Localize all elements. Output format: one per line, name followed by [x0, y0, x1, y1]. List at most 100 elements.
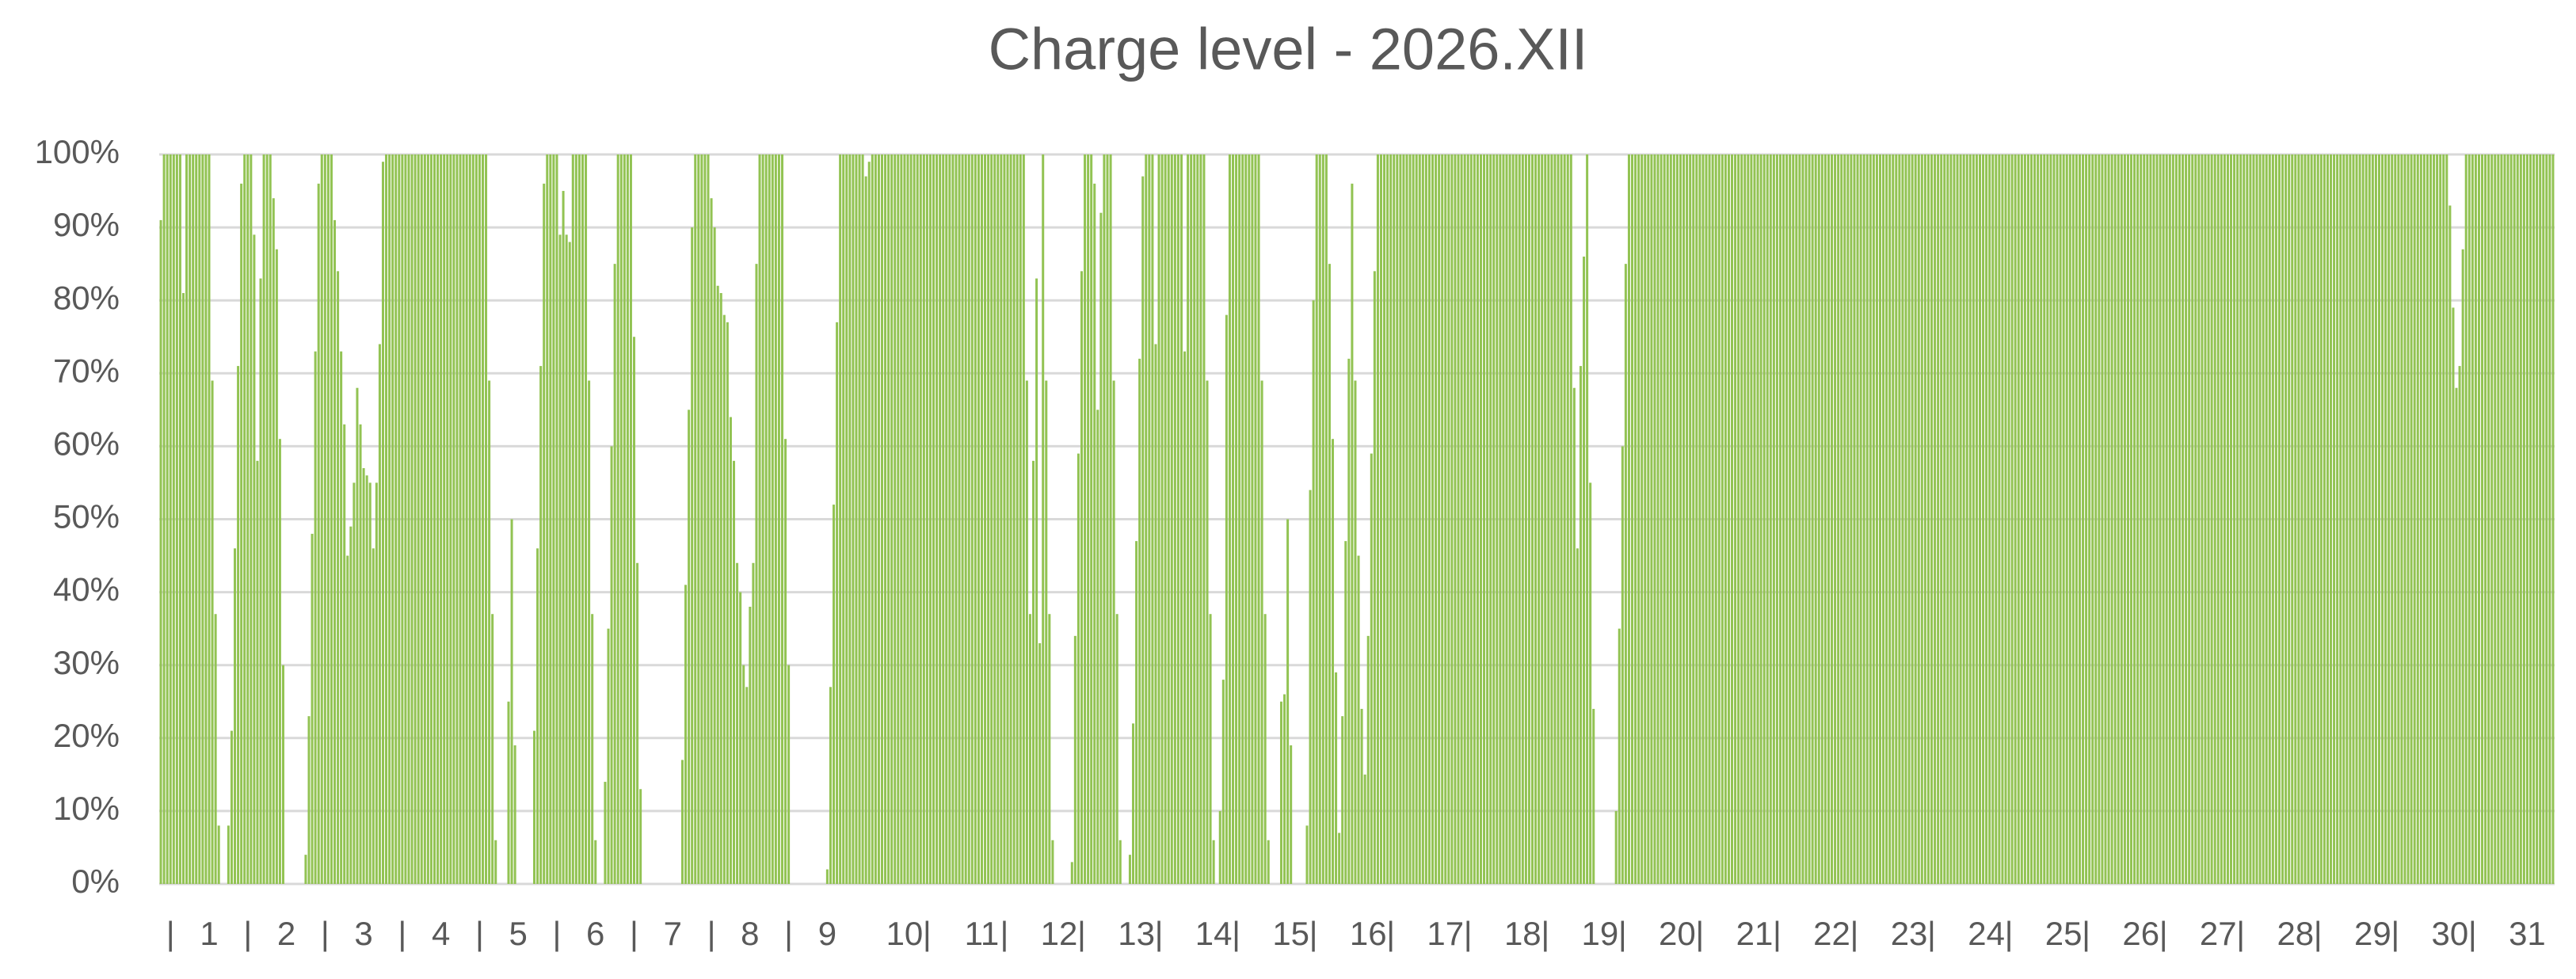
bar [2355, 154, 2358, 884]
bar [1740, 154, 1743, 884]
x-tick-label: | [707, 915, 716, 952]
bar [1589, 482, 1592, 884]
bar [2358, 154, 2361, 884]
bar [513, 745, 516, 884]
bar [1692, 154, 1695, 884]
bar [1717, 154, 1721, 884]
bar [993, 154, 996, 884]
x-tick-label: 2 [277, 915, 295, 952]
bar [887, 154, 890, 884]
bar [855, 154, 858, 884]
bar [1811, 154, 1814, 884]
bar [2152, 154, 2155, 884]
bar [1118, 840, 1122, 884]
bar [2304, 154, 2307, 884]
bar [987, 154, 990, 884]
bar [2313, 154, 2316, 884]
bar [2429, 154, 2433, 884]
bar [1321, 154, 1324, 884]
x-tick-label: | [2159, 915, 2168, 952]
bar [1727, 154, 1730, 884]
bar [1640, 154, 1644, 884]
bar [2319, 154, 2323, 884]
bar [2436, 154, 2439, 884]
bar [2455, 387, 2458, 885]
bar [739, 592, 742, 884]
bar [1756, 154, 1759, 884]
bar [1956, 154, 1959, 884]
bar [1731, 154, 1734, 884]
bar [1112, 380, 1115, 884]
bar [2445, 154, 2448, 884]
bar [2384, 154, 2387, 884]
bar [1170, 154, 1173, 884]
bar [2056, 154, 2059, 884]
bar [958, 154, 961, 884]
bar [1360, 708, 1363, 884]
bar [1579, 366, 1582, 885]
bar [1566, 154, 1569, 884]
bar [1351, 183, 1354, 885]
bar [2188, 154, 2191, 884]
bar [449, 154, 452, 884]
bar [1244, 154, 1248, 884]
bar [2297, 154, 2300, 884]
bar [2007, 154, 2010, 884]
bar [1315, 154, 1318, 884]
bar [1972, 154, 1975, 884]
bar [1328, 264, 1331, 884]
bar [378, 344, 381, 885]
bar [1743, 154, 1747, 884]
bar [2503, 154, 2506, 884]
bar [1747, 154, 1750, 884]
x-tick-label: | [1850, 915, 1859, 952]
bar [2497, 154, 2500, 884]
bar [1953, 154, 1956, 884]
bar [977, 154, 980, 884]
bar [555, 154, 558, 884]
bar [2532, 154, 2536, 884]
bar [2037, 154, 2040, 884]
bar [1196, 154, 1199, 884]
bar [1418, 154, 1421, 884]
bar [1466, 154, 1469, 884]
bar [722, 314, 726, 884]
bar [372, 548, 375, 884]
bar [1917, 154, 1920, 884]
bar [1846, 154, 1850, 884]
bar [1965, 154, 1968, 884]
bar [1154, 344, 1157, 885]
bar [967, 154, 970, 884]
x-tick-label: | [553, 915, 562, 952]
bar [2464, 154, 2467, 884]
bar [588, 380, 591, 884]
bar [2174, 154, 2178, 884]
bar [1431, 154, 1435, 884]
bar [1012, 154, 1016, 884]
bar [256, 460, 259, 884]
bar [1782, 154, 1785, 884]
grid [159, 153, 2555, 886]
bar [2307, 154, 2310, 884]
bar [1850, 154, 1853, 884]
x-tick-label: 22 [1813, 915, 1850, 952]
bar [1115, 614, 1118, 884]
bar [2513, 154, 2516, 884]
bar [752, 562, 755, 884]
bar [2223, 154, 2226, 884]
bar [2268, 154, 2271, 884]
bar [172, 154, 175, 884]
bar [1138, 358, 1141, 884]
bar [2220, 154, 2223, 884]
bar [970, 154, 974, 884]
bar [2349, 154, 2352, 884]
bar [211, 380, 214, 884]
bar [1775, 154, 1778, 884]
bar [1926, 154, 1930, 884]
bar [2323, 154, 2326, 884]
bar [1135, 541, 1138, 884]
bar [320, 154, 323, 884]
bar [2300, 154, 2304, 884]
bar [829, 687, 832, 884]
bar [230, 730, 233, 884]
